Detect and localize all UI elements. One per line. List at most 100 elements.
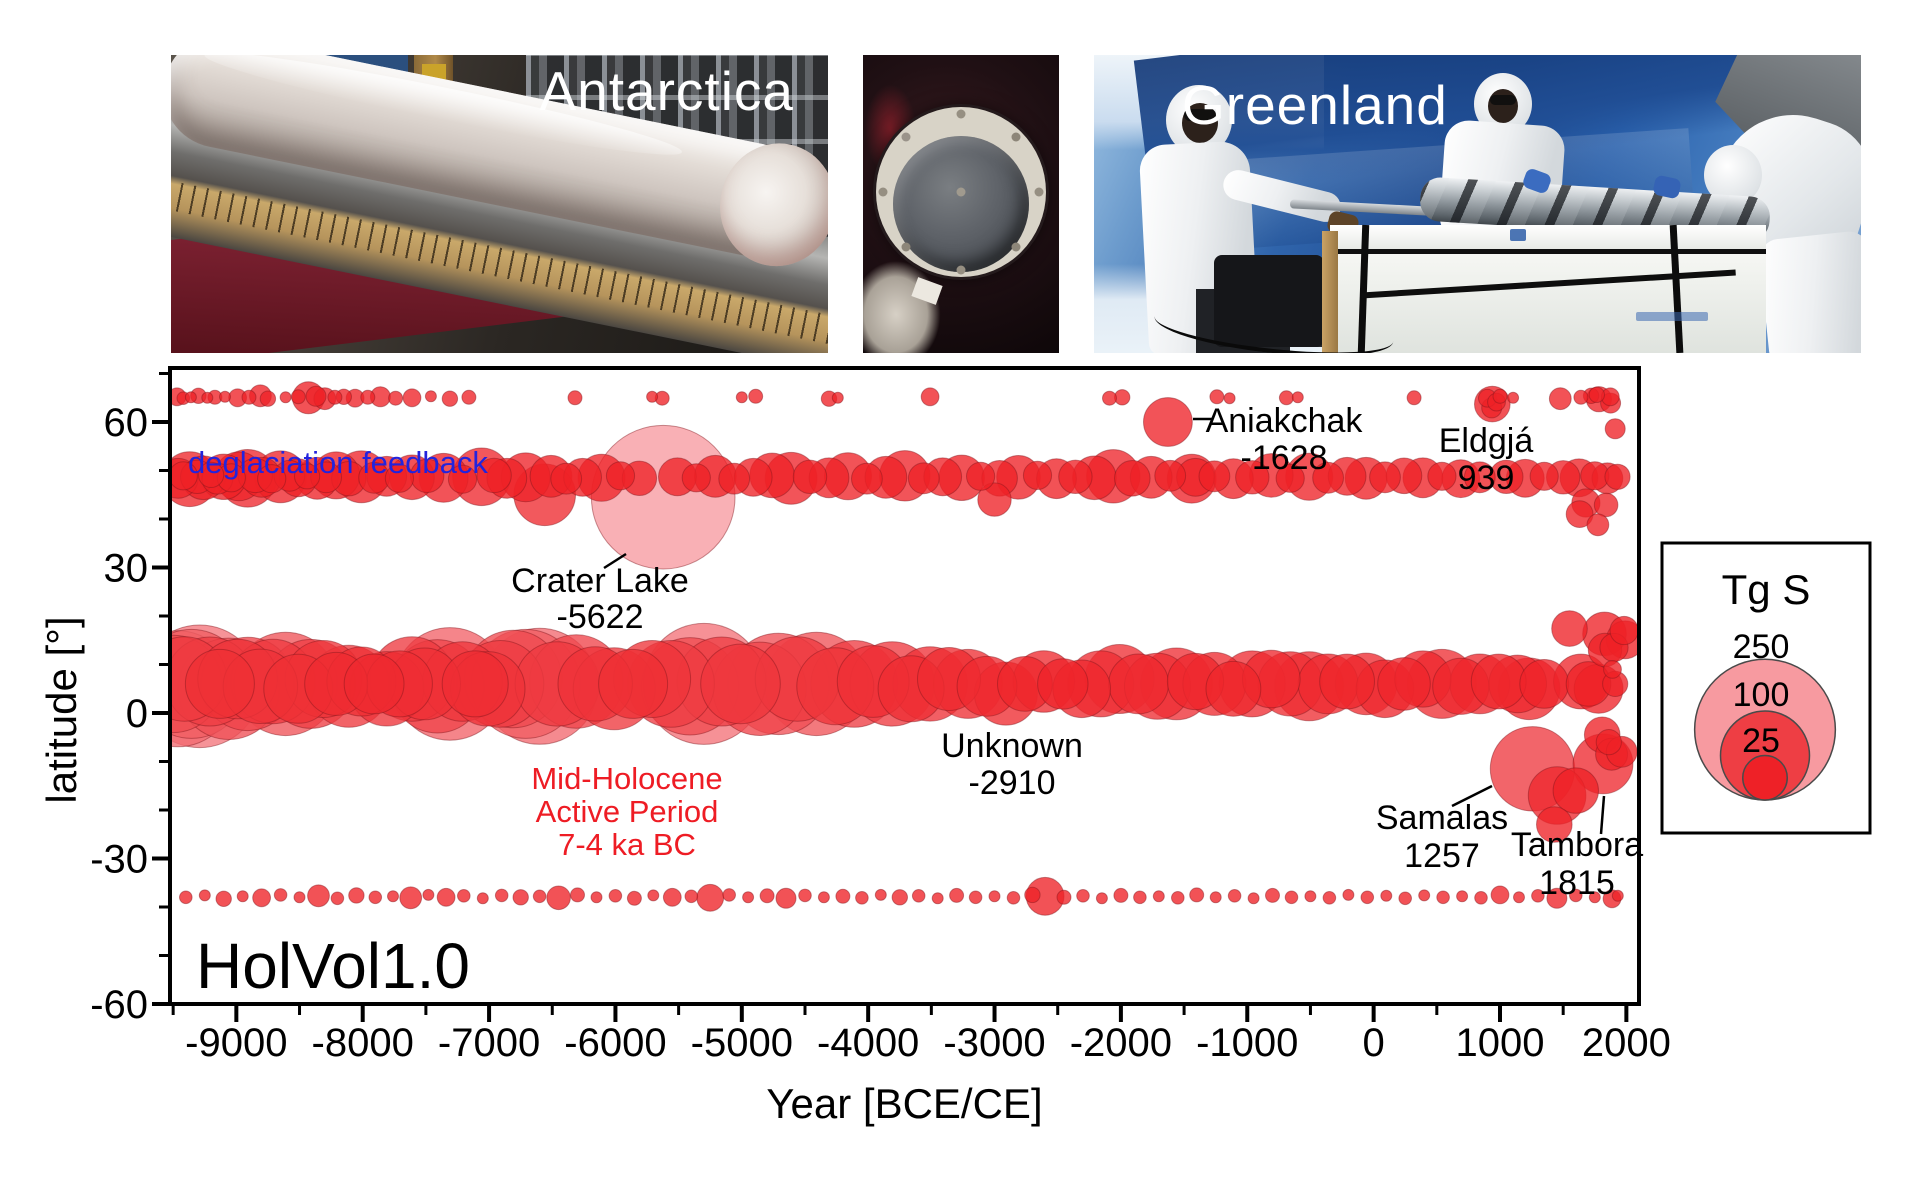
eruption-bubble [1058, 459, 1093, 494]
legend-circle-25 [1742, 754, 1788, 801]
plot-frame [168, 366, 1641, 1006]
eruption-bubble [977, 482, 1012, 517]
eruption-bubble [608, 889, 623, 903]
eruption-bubble [1548, 387, 1572, 411]
container-lid [1330, 225, 1766, 254]
eruption-bubble [1427, 461, 1457, 491]
eruption-bubble [681, 463, 711, 493]
eruption-bubble [647, 889, 660, 902]
eruption-bubble [1603, 660, 1622, 679]
eldgja-label: 939 [1458, 459, 1515, 497]
eruption-bubble [1536, 806, 1573, 843]
eruption-bubble [1586, 513, 1610, 537]
eruption-bubble [388, 390, 404, 406]
ring-bolts [956, 187, 966, 197]
eruption-bubble [1022, 460, 1053, 490]
samalas-label: 1257 [1404, 837, 1480, 875]
eruption-bubble [236, 890, 249, 903]
eruption-bubble [184, 391, 197, 404]
eruption-bubble [748, 388, 764, 404]
eruption-bubble [494, 888, 509, 903]
y-tick-label: -30 [90, 838, 148, 882]
eruption-bubble [1006, 891, 1021, 905]
equipment-cases [1214, 255, 1324, 347]
eruption-bubble [1611, 889, 1624, 902]
photo-ice-core-face [863, 55, 1059, 353]
eruption-bubble [1304, 890, 1317, 903]
x-tick-label: 2000 [1582, 1021, 1671, 1065]
eruption-bubble [626, 890, 642, 906]
legend-value-25: 25 [1742, 722, 1780, 760]
eruption-bubble [1265, 887, 1280, 903]
mid-holocene-label: 7-4 ka BC [558, 827, 696, 862]
eruption-bubble [1565, 500, 1594, 528]
eruption-bubble [476, 457, 512, 494]
eruption-bubble [1108, 653, 1169, 715]
eruption-bubble [1205, 660, 1262, 717]
eruption-bubble [241, 389, 257, 405]
eruption-bubble [684, 889, 699, 904]
eruption-bubble [368, 890, 383, 905]
eruption-bubble [441, 650, 509, 718]
eruption-bubble [1474, 891, 1488, 905]
eruption-bubble [198, 889, 211, 902]
eruption-bubble [170, 461, 198, 491]
eruption-bubble [1569, 888, 1583, 903]
eruption-bubble [1588, 891, 1601, 904]
aniakchak-label: Aniakchak [1206, 402, 1364, 440]
eldgja-label: Eldgjá [1439, 422, 1534, 460]
eruption-bubble [1456, 890, 1469, 903]
eruption-bubble [1609, 615, 1639, 646]
y-axis-title: latitude [°] [38, 616, 85, 803]
crater-lake-leader [603, 552, 627, 570]
eruption-bubble [1319, 653, 1375, 710]
eruption-bubble [1519, 659, 1570, 709]
x-tick-label: -1000 [1196, 1021, 1298, 1065]
eruption-bubble [424, 390, 437, 403]
unknown-label: Unknown [941, 727, 1083, 765]
eruption-bubble [1463, 461, 1496, 494]
photo-antarctica-ice-core: Antarctica [171, 55, 828, 353]
eruption-bubble [436, 887, 456, 907]
eruption-bubble [931, 892, 944, 905]
eruption-bubble [570, 887, 585, 903]
insulated-container [1322, 224, 1766, 353]
eruption-bubble [966, 461, 996, 491]
x-tick-label: 1000 [1456, 1021, 1545, 1065]
y-tick-label: 60 [104, 401, 149, 445]
eruption-bubble [1380, 889, 1393, 902]
eruption-bubble [550, 462, 583, 495]
eruption-bubble [1551, 610, 1588, 647]
eruption-bubble [1604, 418, 1626, 440]
eruption-bubble [742, 891, 755, 904]
tambora-label: 1815 [1539, 864, 1615, 902]
eruption-bubble [1360, 890, 1375, 905]
eruption-bubble [835, 888, 851, 904]
eruption-bubble [1133, 890, 1147, 905]
eruption-bubble [1102, 390, 1117, 406]
eruption-bubble [252, 888, 272, 908]
eruption-bubble [1312, 461, 1344, 494]
eruption-bubble [307, 884, 330, 908]
samalas-label: Samalas [1376, 799, 1508, 837]
eruption-bubble [387, 890, 399, 903]
eruption-bubble [851, 462, 883, 495]
eruption-bubble [441, 390, 459, 407]
eruption-bubble [696, 883, 725, 912]
x-tick-label: -3000 [943, 1021, 1045, 1065]
eruption-bubble [911, 889, 926, 903]
eruption-bubble [855, 891, 869, 905]
legend-title: Tg S [1722, 566, 1811, 613]
holvol-label: HolVol1.0 [196, 930, 470, 1002]
x-tick-label: -2000 [1070, 1021, 1172, 1065]
eruption-bubble [1322, 891, 1337, 905]
eruption-bubble [798, 888, 812, 903]
eruption-bubble [920, 387, 940, 407]
eruption-bubble [198, 461, 225, 488]
eruption-bubble [257, 464, 287, 494]
wood-plank [1322, 231, 1338, 353]
deglaciation-feedback-label: deglaciation feedback [188, 445, 488, 480]
eruption-bubble [201, 391, 214, 404]
y-tick-label: 0 [126, 692, 148, 736]
eruption-bubble [646, 390, 659, 403]
